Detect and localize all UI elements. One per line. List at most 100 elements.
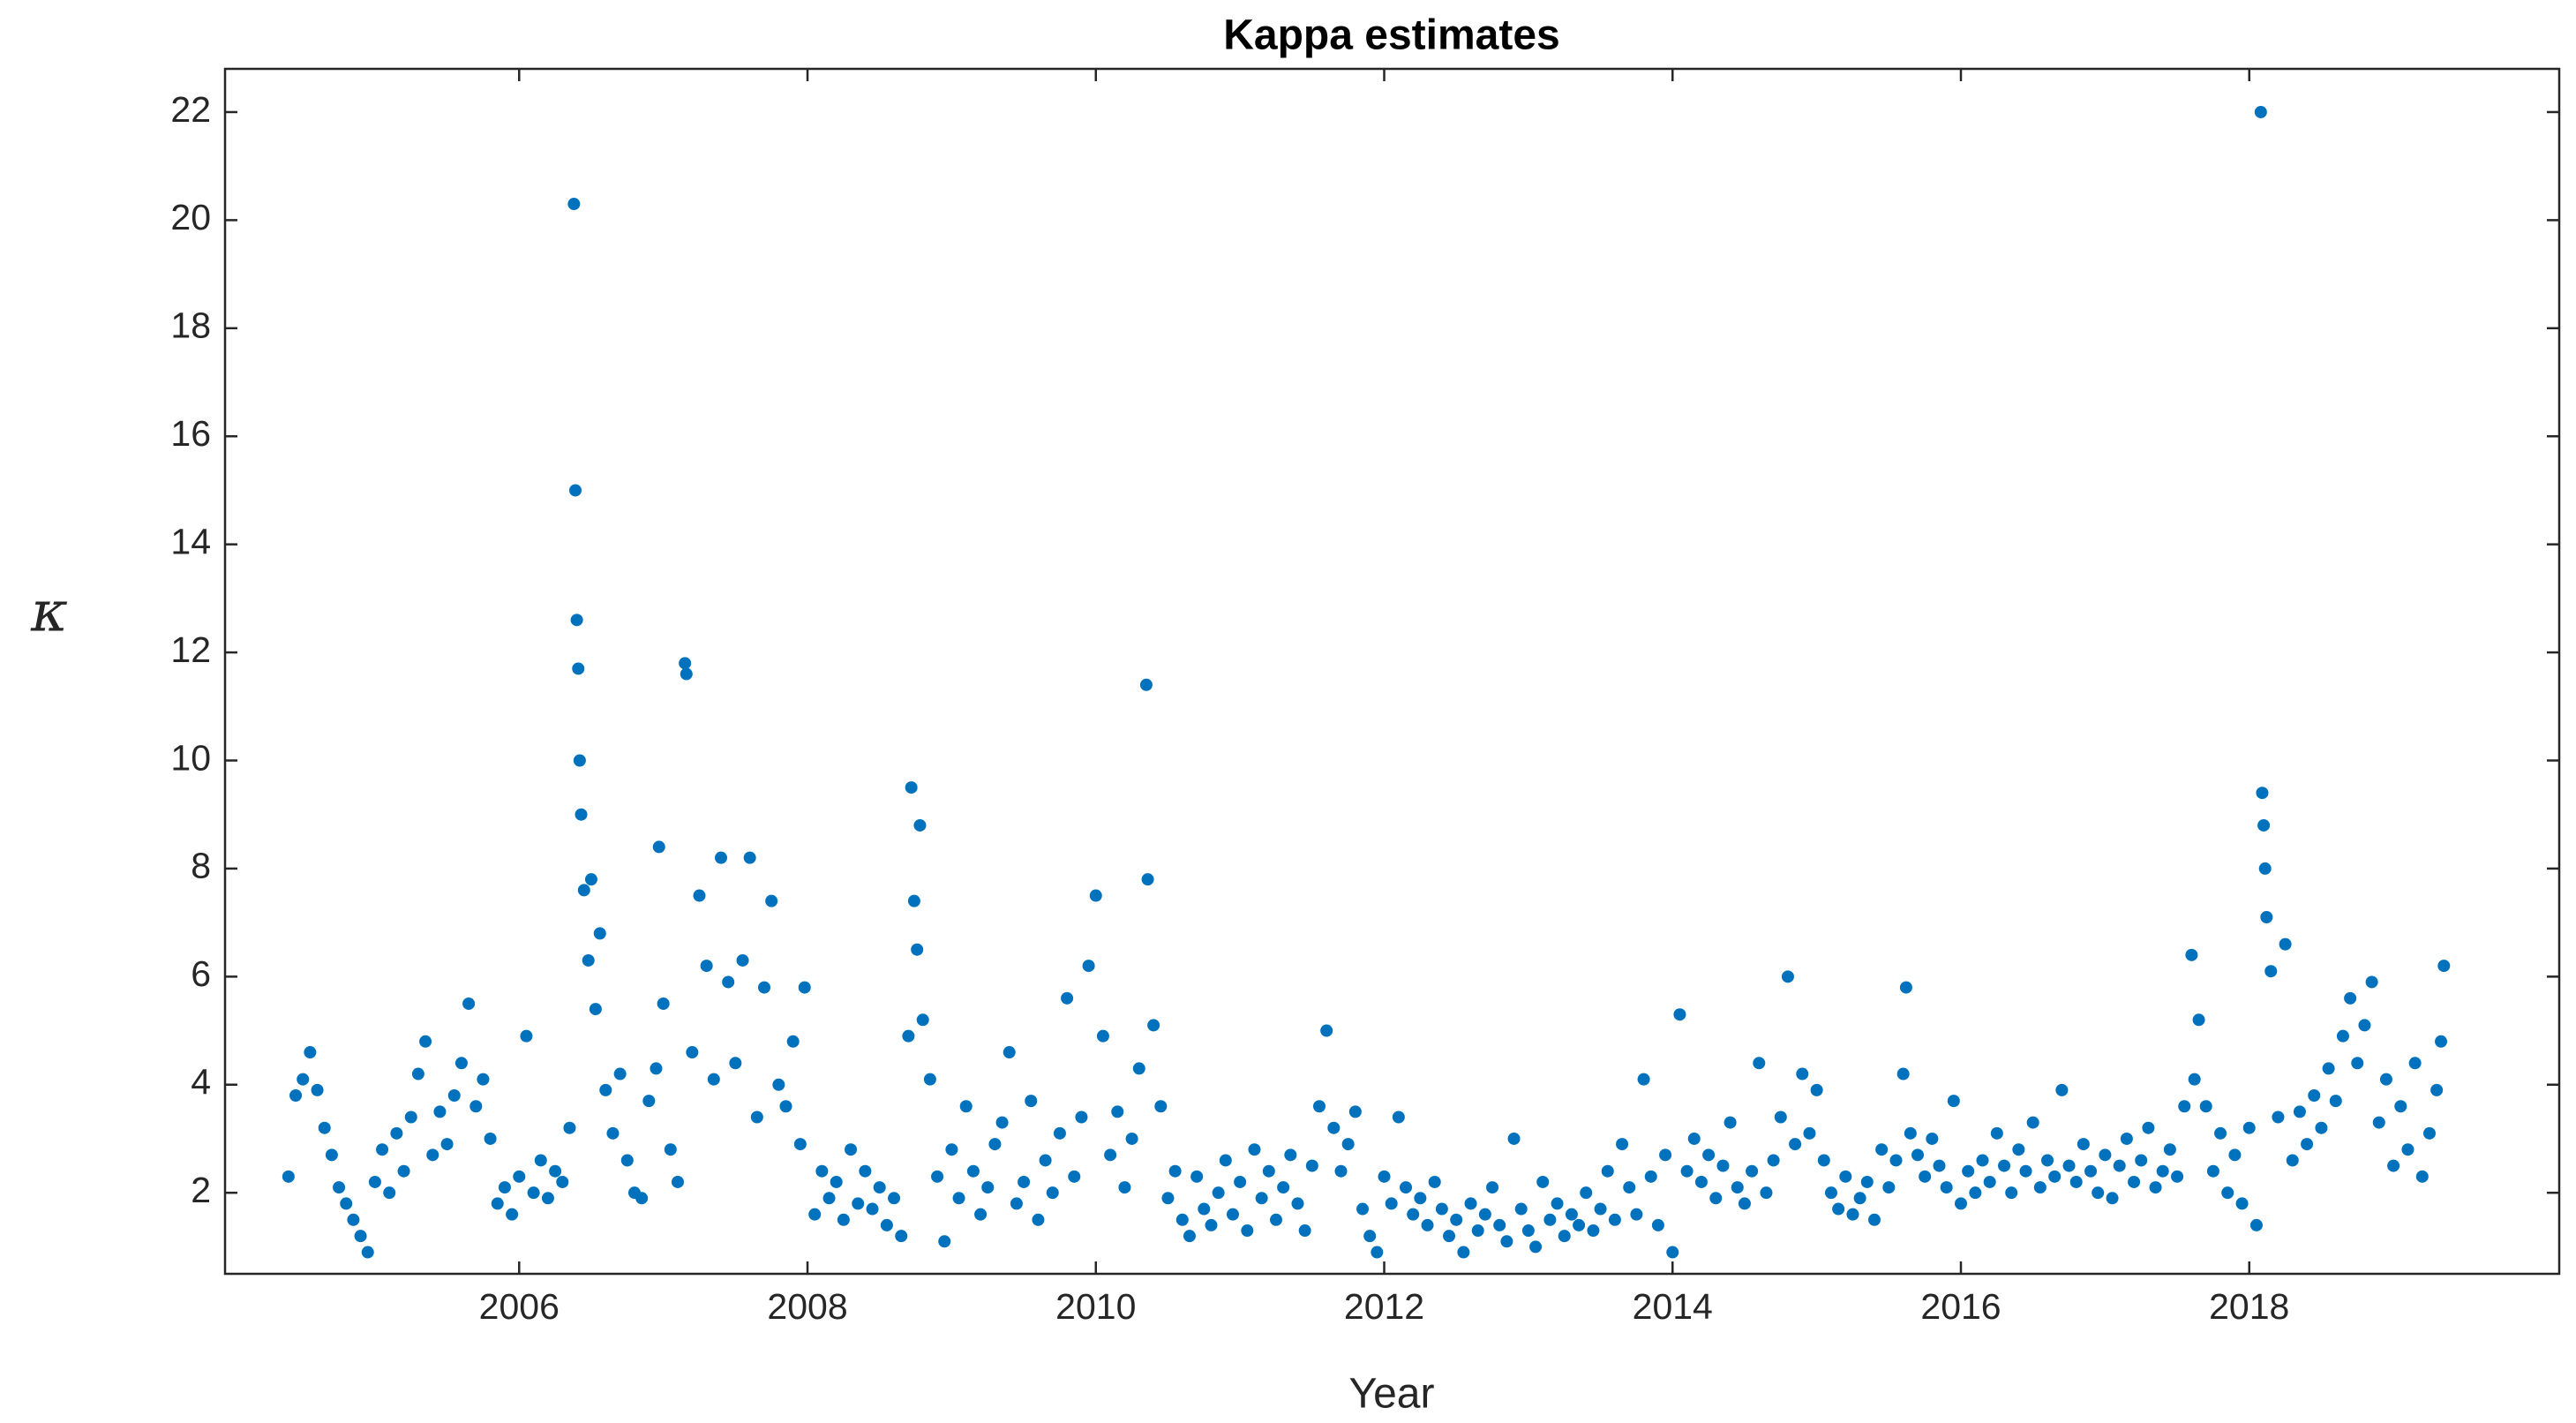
point	[2254, 105, 2267, 118]
point	[340, 1197, 353, 1210]
point	[1803, 1126, 1816, 1140]
point	[582, 953, 595, 967]
point	[368, 1175, 381, 1188]
point	[995, 1116, 1009, 1129]
point	[297, 1073, 310, 1086]
point	[2135, 1154, 2148, 1167]
point	[2257, 818, 2271, 832]
point	[572, 662, 585, 675]
point	[477, 1073, 490, 1086]
x-tick-label: 2012	[1344, 1286, 1424, 1327]
point	[1889, 1154, 1903, 1167]
point	[1738, 1197, 1751, 1210]
point	[1464, 1197, 1477, 1210]
point	[1082, 960, 1095, 973]
point	[620, 1154, 634, 1167]
point	[1363, 1230, 1377, 1243]
point	[1291, 1197, 1304, 1210]
point	[2142, 1121, 2155, 1134]
point	[1443, 1230, 1456, 1243]
point	[1046, 1186, 1059, 1200]
point	[981, 1181, 995, 1194]
point	[2235, 1197, 2249, 1210]
point	[1543, 1213, 1557, 1226]
point	[1796, 1067, 1809, 1080]
point	[880, 1218, 893, 1231]
point	[1514, 1202, 1528, 1216]
point	[1226, 1208, 1239, 1221]
point	[866, 1202, 879, 1216]
point	[1312, 1100, 1326, 1113]
point	[304, 1046, 317, 1059]
point	[680, 667, 693, 681]
point	[1198, 1202, 1211, 1216]
point	[2336, 1029, 2349, 1043]
point	[2019, 1164, 2032, 1178]
point	[333, 1181, 346, 1194]
point	[397, 1164, 410, 1178]
point	[2372, 1116, 2385, 1129]
point	[798, 981, 811, 994]
point	[376, 1143, 389, 1156]
point	[498, 1181, 511, 1194]
y-tick-label: 2	[191, 1170, 211, 1210]
point	[2026, 1116, 2039, 1129]
x-tick-label: 2016	[1920, 1286, 2001, 1327]
point	[606, 1126, 620, 1140]
point	[2005, 1186, 2018, 1200]
point	[750, 1111, 763, 1124]
point	[1767, 1154, 1780, 1167]
point	[722, 975, 735, 989]
point	[1666, 1246, 1679, 1259]
point	[2351, 1057, 2364, 1070]
point	[2315, 1121, 2328, 1134]
point	[1435, 1202, 1448, 1216]
point	[786, 1035, 800, 1048]
point	[1141, 873, 1154, 886]
point	[859, 1164, 872, 1178]
point	[2260, 911, 2273, 924]
point	[1500, 1235, 1513, 1248]
point	[2221, 1186, 2234, 1200]
point	[1565, 1208, 1578, 1221]
point	[2012, 1143, 2025, 1156]
point	[589, 1003, 602, 1016]
point	[671, 1175, 684, 1188]
point	[2329, 1095, 2342, 1108]
point	[1234, 1175, 1247, 1188]
point	[1832, 1202, 1845, 1216]
point	[2358, 1019, 2371, 1032]
point	[2322, 1062, 2335, 1075]
point	[652, 840, 665, 854]
point	[1630, 1208, 1643, 1221]
point	[707, 1073, 720, 1086]
point	[1068, 1170, 1081, 1183]
point	[895, 1230, 908, 1243]
point	[1168, 1164, 1182, 1178]
point	[1414, 1192, 1427, 1205]
point	[1580, 1186, 1593, 1200]
point	[1875, 1143, 1889, 1156]
point	[1601, 1164, 1614, 1178]
point	[1911, 1148, 1924, 1162]
point	[1926, 1132, 1939, 1145]
point	[1356, 1202, 1370, 1216]
point	[1904, 1126, 1917, 1140]
point	[966, 1164, 980, 1178]
point	[1212, 1186, 1225, 1200]
point	[815, 1164, 829, 1178]
point	[513, 1170, 526, 1183]
point	[584, 873, 597, 886]
point	[1421, 1218, 1434, 1231]
point	[837, 1213, 850, 1226]
point	[1623, 1181, 1636, 1194]
point	[1334, 1164, 1348, 1178]
point	[411, 1067, 424, 1080]
point	[1955, 1197, 1968, 1210]
point	[2106, 1192, 2119, 1205]
point	[1781, 970, 1794, 983]
point	[2437, 960, 2451, 973]
point	[454, 1057, 468, 1070]
point	[1262, 1164, 1275, 1178]
point	[2062, 1159, 2076, 1172]
